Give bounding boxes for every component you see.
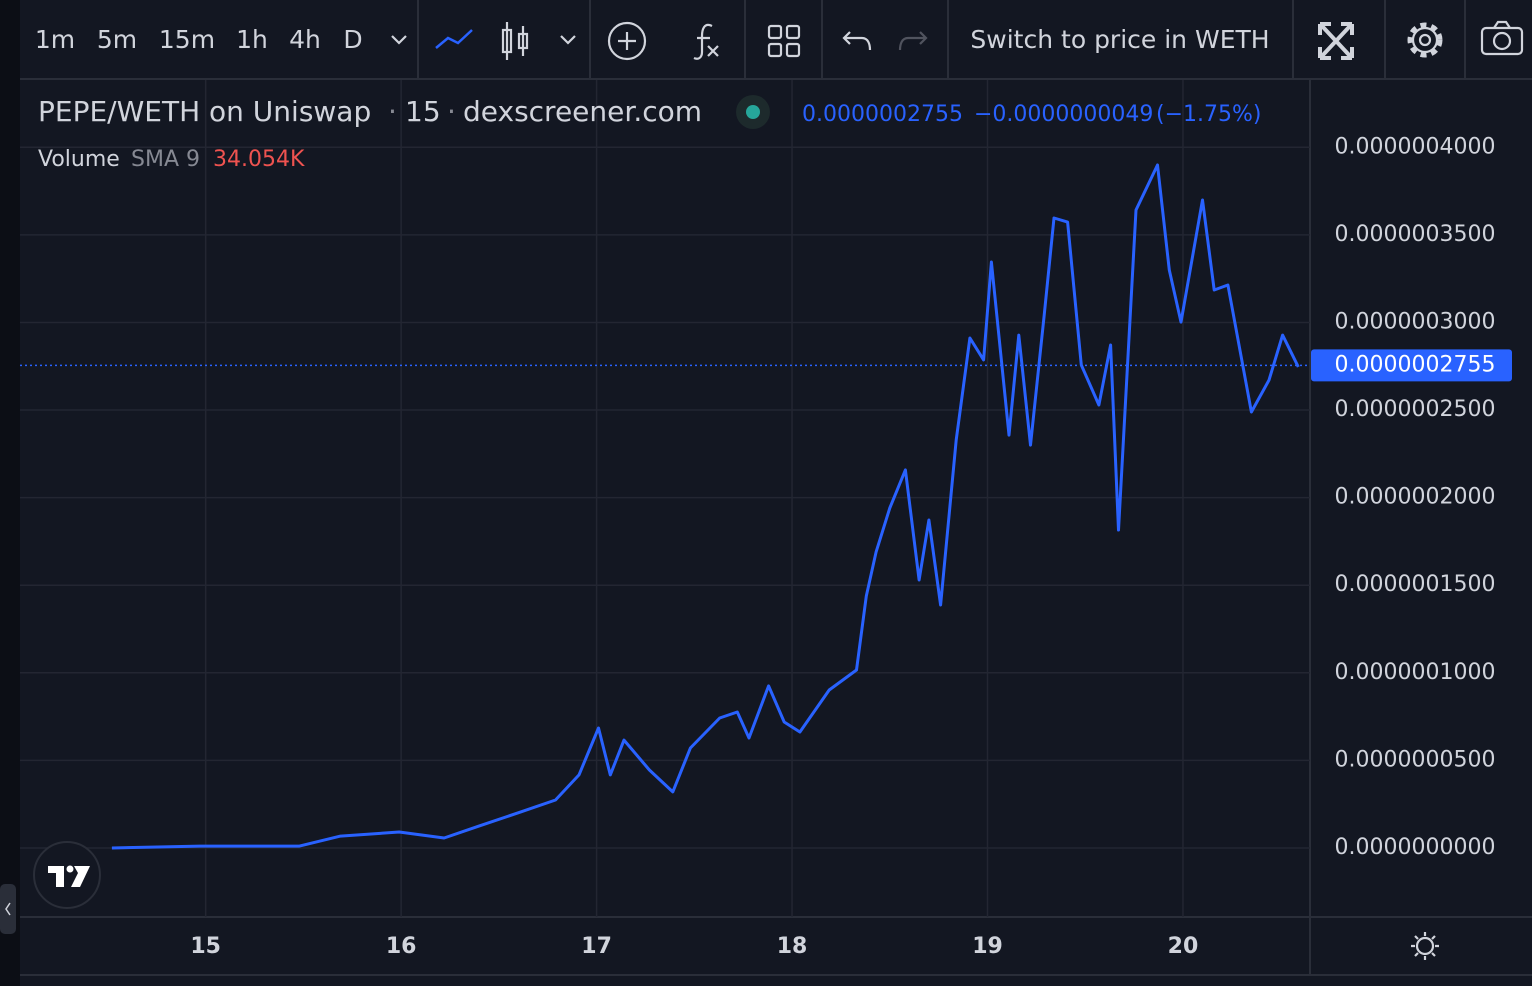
collapse-arrow: [5, 902, 11, 916]
fullscreen-icon: [1318, 22, 1354, 60]
interval-button[interactable]: 1m: [35, 25, 75, 54]
compare-button[interactable]: [607, 21, 647, 61]
interval-button[interactable]: 5m: [97, 25, 137, 54]
separator-dot: ·: [388, 95, 397, 128]
plus-icon: [618, 32, 636, 50]
interval-buttons: 1m 5m 15m 1h 4h D: [35, 25, 363, 54]
price-change: −0.0000000049: [974, 102, 1153, 127]
source-label: dexscreener.com: [463, 95, 702, 128]
camera-icon: [1480, 26, 1524, 56]
y-tick-label: 0.0000002000: [1335, 485, 1496, 510]
tradingview-logo[interactable]: [33, 841, 101, 909]
fx-icon: [693, 23, 713, 60]
y-tick-label: 0.0000000000: [1335, 835, 1496, 860]
price-line: [111, 163, 1300, 850]
price-readout: 0.0000002755 −0.0000000049 (−1.75%): [802, 102, 1262, 127]
sun-icon: [1415, 936, 1435, 956]
gear-icon: [1411, 26, 1439, 54]
sun-icon: [1411, 932, 1439, 960]
fullscreen-icon: [1320, 24, 1352, 58]
legend: PEPE/WETH on Uniswap · 15 · dexscreener.…: [38, 95, 702, 128]
left-strip: [0, 0, 20, 986]
y-tick-label: 0.0000004000: [1335, 134, 1496, 159]
axis-settings-button[interactable]: [1411, 932, 1439, 960]
x-tick-label: 15: [190, 934, 221, 959]
x-tick-label: 17: [581, 934, 612, 959]
logo-mark: [48, 866, 90, 887]
x-tick-label: 16: [386, 934, 417, 959]
interval-button[interactable]: 1h: [236, 25, 268, 54]
screenshot-button[interactable]: [1480, 20, 1524, 56]
fx-icon: [707, 45, 719, 57]
y-tick-label: 0.0000000500: [1335, 747, 1496, 772]
undo-button[interactable]: [842, 31, 872, 51]
layout-button[interactable]: [767, 24, 801, 58]
price-change-percent: (−1.75%): [1156, 102, 1262, 127]
y-tick-label: 0.0000001000: [1335, 660, 1496, 685]
last-price-badge-label: 0.0000002755: [1335, 352, 1496, 377]
plot: [20, 163, 1310, 850]
camera-icon: [1493, 20, 1511, 29]
logo-mark: [66, 865, 74, 873]
plus-icon: [607, 21, 647, 61]
gear-icon: [1407, 22, 1443, 58]
volume-legend: Volume SMA 9 34.054K: [38, 147, 305, 172]
layout-icon: [785, 42, 801, 58]
last-price-badge: [1311, 349, 1512, 382]
volume-label: Volume: [38, 147, 120, 172]
x-tick-label: 19: [972, 934, 1003, 959]
symbol-title: PEPE/WETH on Uniswap: [38, 95, 371, 128]
logo-circle: [33, 841, 101, 909]
separator-dot: ·: [447, 95, 456, 128]
interval-button[interactable]: D: [343, 25, 362, 54]
redo-button[interactable]: [898, 31, 928, 51]
indicators-button[interactable]: [693, 23, 719, 60]
collapse-tab[interactable]: [0, 884, 16, 934]
fullscreen-button[interactable]: [1318, 22, 1354, 60]
interval-label: 15: [405, 95, 441, 128]
y-tick-label: 0.0000003000: [1335, 309, 1496, 334]
last-price: 0.0000002755: [802, 102, 963, 127]
settings-button[interactable]: [1407, 22, 1443, 58]
gear-icon: [1418, 33, 1432, 47]
volume-sma-value: 34.054K: [213, 147, 305, 172]
chevron[interactable]: [560, 35, 576, 45]
line-style-button[interactable]: [435, 29, 473, 49]
candles-button[interactable]: [501, 22, 529, 60]
y-tick-label: 0.0000003500: [1335, 222, 1496, 247]
x-tick-label: 18: [777, 934, 808, 959]
switch-price-button[interactable]: Switch to price in WETH: [970, 25, 1269, 54]
volume-sma: SMA 9: [131, 147, 200, 172]
camera-icon: [1492, 31, 1512, 51]
chevron[interactable]: [391, 35, 407, 45]
layout-icon: [785, 24, 801, 40]
interval-button[interactable]: 4h: [289, 25, 321, 54]
grid: [20, 80, 1310, 917]
interval-button[interactable]: 15m: [159, 25, 215, 54]
status-dot: [746, 105, 760, 119]
layout-icon: [767, 42, 783, 58]
layout-icon: [767, 24, 783, 40]
x-tick-label: 20: [1168, 934, 1199, 959]
y-tick-label: 0.0000001500: [1335, 572, 1496, 597]
y-tick-label: 0.0000002500: [1335, 397, 1496, 422]
